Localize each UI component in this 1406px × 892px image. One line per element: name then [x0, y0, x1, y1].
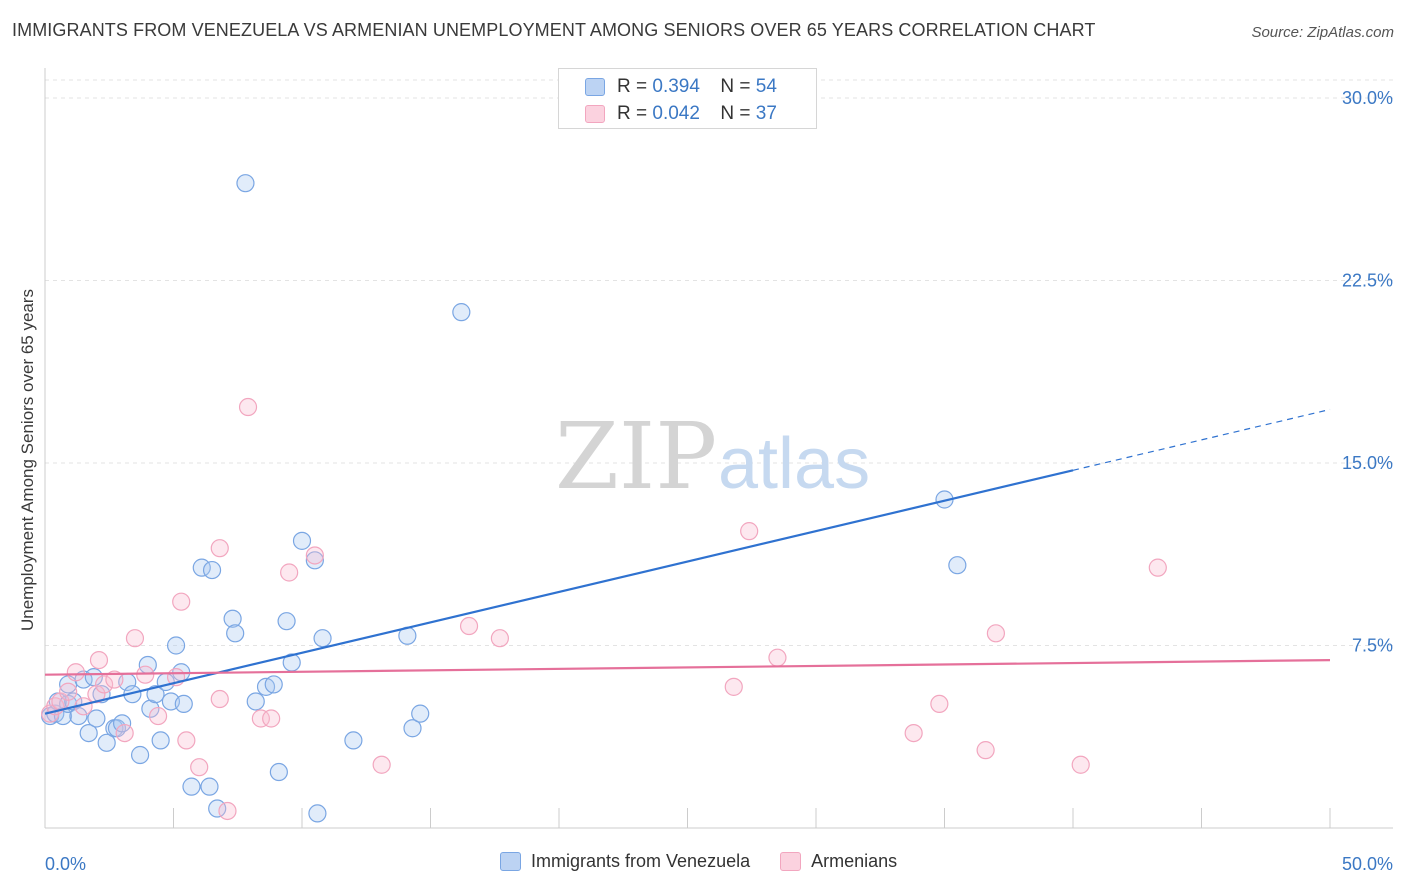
- point-venezuela[interactable]: [87, 709, 106, 728]
- trend-lines: [44, 408, 1331, 715]
- point-venezuela[interactable]: [79, 723, 98, 743]
- point-venezuela[interactable]: [69, 706, 88, 726]
- point-venezuela[interactable]: [97, 733, 116, 752]
- legend-label-armenians: Armenians: [811, 851, 898, 871]
- legend-swatch-armenians: [780, 852, 802, 871]
- point-armenians[interactable]: [976, 741, 995, 760]
- point-venezuela[interactable]: [277, 612, 296, 631]
- point-venezuela[interactable]: [223, 609, 242, 628]
- point-armenians[interactable]: [724, 677, 743, 696]
- point-venezuela[interactable]: [313, 629, 332, 648]
- point-armenians[interactable]: [89, 650, 109, 670]
- point-venezuela[interactable]: [948, 556, 967, 575]
- point-venezuela[interactable]: [226, 624, 245, 643]
- x-tick-label: 50.0%: [1342, 854, 1393, 874]
- legend-n-value: 37: [755, 103, 777, 124]
- point-venezuela[interactable]: [146, 685, 165, 704]
- legend-n-value: 54: [755, 76, 777, 97]
- axes: [44, 68, 1393, 829]
- point-venezuela[interactable]: [246, 692, 265, 711]
- legend-label-venezuela: Immigrants from Venezuela: [531, 851, 751, 871]
- point-armenians[interactable]: [262, 709, 281, 728]
- point-venezuela[interactable]: [182, 777, 201, 796]
- point-armenians[interactable]: [904, 723, 923, 743]
- point-armenians[interactable]: [125, 629, 145, 648]
- point-armenians[interactable]: [930, 694, 949, 714]
- point-armenians[interactable]: [66, 663, 85, 682]
- point-venezuela[interactable]: [308, 804, 327, 823]
- point-armenians[interactable]: [172, 592, 191, 611]
- point-venezuela[interactable]: [269, 762, 288, 782]
- point-venezuela[interactable]: [292, 531, 312, 550]
- legend-r-label: R =: [617, 103, 648, 124]
- point-armenians[interactable]: [305, 546, 324, 565]
- chart-title: IMMIGRANTS FROM VENEZUELA VS ARMENIAN UN…: [12, 20, 1096, 40]
- watermark-atlas: atlas: [718, 424, 870, 504]
- series-legend: Immigrants from Venezuela Armenians: [500, 851, 927, 872]
- point-armenians[interactable]: [986, 624, 1006, 643]
- point-armenians[interactable]: [251, 709, 270, 728]
- point-armenians[interactable]: [148, 706, 168, 726]
- point-venezuela[interactable]: [236, 174, 255, 193]
- point-venezuela[interactable]: [411, 704, 430, 723]
- point-venezuela[interactable]: [174, 694, 193, 714]
- point-venezuela[interactable]: [166, 636, 186, 655]
- point-armenians[interactable]: [210, 689, 229, 709]
- point-armenians[interactable]: [177, 731, 196, 750]
- point-armenians[interactable]: [768, 648, 787, 667]
- point-venezuela[interactable]: [305, 551, 324, 570]
- point-venezuela[interactable]: [264, 675, 283, 694]
- legend-row-venezuela: R = 0.394 N = 54: [585, 75, 777, 99]
- point-armenians[interactable]: [87, 685, 106, 704]
- point-venezuela[interactable]: [130, 745, 150, 765]
- point-armenians[interactable]: [1071, 755, 1090, 774]
- point-venezuela[interactable]: [202, 560, 222, 580]
- y-axis-label: Unemployment Among Seniors over 65 years: [18, 288, 37, 632]
- point-venezuela[interactable]: [344, 731, 363, 750]
- point-armenians[interactable]: [372, 755, 391, 774]
- point-armenians[interactable]: [95, 675, 114, 694]
- legend-swatch-venezuela: [585, 78, 605, 96]
- y-tick-label: 15.0%: [1342, 453, 1393, 473]
- point-armenians[interactable]: [740, 522, 759, 541]
- trend-line-venezuela-extension: [1072, 408, 1331, 471]
- trend-line-armenians: [44, 659, 1331, 676]
- y-tick-label: 30.0%: [1342, 88, 1393, 108]
- point-armenians[interactable]: [105, 670, 124, 689]
- legend-r-value: 0.394: [652, 76, 700, 97]
- watermark-zip: ZIP: [555, 403, 717, 510]
- point-venezuela[interactable]: [403, 719, 422, 738]
- point-armenians[interactable]: [190, 758, 209, 777]
- legend-r-label: R =: [617, 76, 648, 97]
- point-armenians[interactable]: [210, 539, 229, 558]
- point-armenians[interactable]: [459, 616, 479, 636]
- legend-item-armenians[interactable]: Armenians: [780, 851, 897, 872]
- point-armenians[interactable]: [490, 629, 509, 648]
- point-armenians[interactable]: [115, 723, 134, 743]
- x-tick-label: 0.0%: [45, 854, 86, 874]
- legend-swatch-venezuela: [500, 852, 521, 871]
- source-credit: Source: ZipAtlas.com: [1251, 24, 1394, 41]
- legend-item-venezuela[interactable]: Immigrants from Venezuela: [500, 851, 750, 872]
- gridlines: [45, 79, 1393, 646]
- point-armenians[interactable]: [1148, 558, 1167, 577]
- y-tick-label: 22.5%: [1342, 271, 1393, 291]
- point-armenians[interactable]: [59, 682, 78, 701]
- legend-row-armenians: R = 0.042 N = 37: [585, 102, 777, 126]
- point-armenians[interactable]: [280, 563, 299, 582]
- point-venezuela[interactable]: [151, 731, 170, 750]
- point-venezuela[interactable]: [452, 303, 471, 322]
- legend-r-value: 0.042: [652, 103, 700, 124]
- correlation-legend: R = 0.394 N = 54 R = 0.042 N = 37: [558, 68, 817, 129]
- y-tick-label: 7.5%: [1352, 636, 1393, 656]
- legend-n-label: N =: [720, 103, 751, 124]
- legend-n-label: N =: [720, 76, 751, 97]
- point-armenians[interactable]: [238, 397, 258, 417]
- tick-labels: 7.5% 15.0% 22.5% 30.0% 0.0% 50.0%: [45, 88, 1393, 874]
- point-venezuela[interactable]: [200, 777, 219, 796]
- legend-swatch-armenians: [585, 105, 605, 123]
- point-armenians[interactable]: [218, 801, 237, 821]
- watermark: ZIP atlas: [555, 403, 870, 510]
